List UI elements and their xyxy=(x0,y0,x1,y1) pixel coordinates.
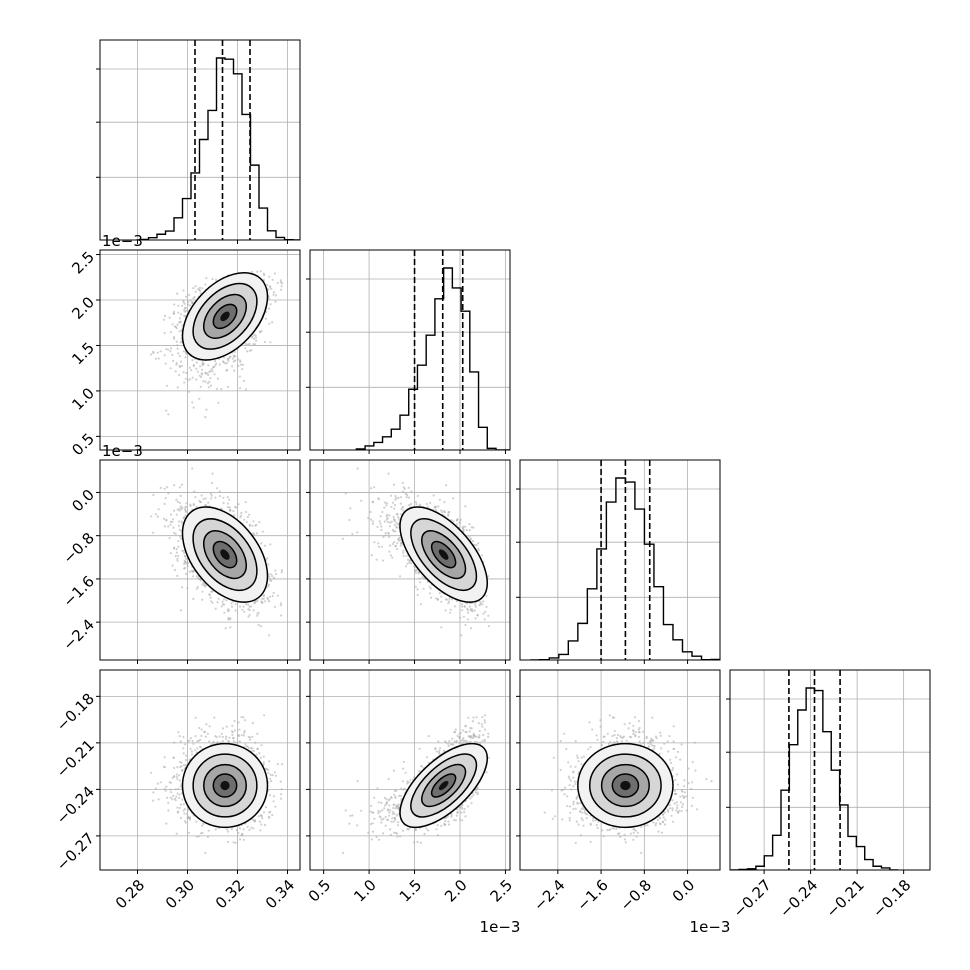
x-tick-label: −0.18 xyxy=(869,876,914,921)
x-tick-label: 1.0 xyxy=(350,876,380,906)
axes-frame xyxy=(99,39,301,241)
x-tick-label: −0.21 xyxy=(823,876,868,921)
panel-1-1 xyxy=(306,249,511,454)
axes-frame xyxy=(99,669,301,871)
density-2-1 xyxy=(399,506,489,603)
contour-4 xyxy=(438,780,449,791)
contour-4 xyxy=(220,311,230,322)
histogram-0 xyxy=(139,57,300,240)
grid xyxy=(310,250,510,450)
x-tick-label: 0.32 xyxy=(212,876,248,912)
density-1-0 xyxy=(181,271,269,361)
x-tick-label: −0.27 xyxy=(730,876,775,921)
x-tick-label: 2.5 xyxy=(487,876,517,906)
x-tick-label: −1.6 xyxy=(573,876,611,914)
x-tick-label: 0.0 xyxy=(669,876,699,906)
density-3-0 xyxy=(181,742,269,829)
density-2-0 xyxy=(181,506,269,603)
axes-frame xyxy=(519,459,721,661)
y-tick-label: −0.24 xyxy=(53,783,98,828)
y-tick-label: 1.0 xyxy=(68,384,98,414)
x-tick-label: 0.30 xyxy=(162,876,198,912)
panel-3-3: −0.27 −0.24 −0.21 −0.18 xyxy=(726,669,931,921)
y-tick-label: −1.6 xyxy=(60,572,98,610)
grid xyxy=(100,250,300,450)
panel-3-1: 0.5 1.0 1.5 2.0 2.5 1e−3 xyxy=(305,669,521,936)
x-offset-label: 1e−3 xyxy=(480,918,521,936)
axes-frame xyxy=(99,249,301,451)
axes-frame xyxy=(309,249,511,451)
y-tick-label: 0.5 xyxy=(68,430,98,460)
x-tick-label: 0.5 xyxy=(305,876,335,906)
panel-2-1 xyxy=(306,459,511,664)
y-tick-label: −0.18 xyxy=(53,690,98,735)
contour-4 xyxy=(220,780,230,791)
contour-4 xyxy=(220,549,230,560)
panel-3-2: −2.4 −1.6 −0.8 0.0 1e−3 xyxy=(516,669,731,936)
y-tick-label: −0.21 xyxy=(53,736,98,781)
y-tick-label: −0.8 xyxy=(60,529,98,567)
y-tick-label: 0.0 xyxy=(68,486,98,516)
panel-0-0 xyxy=(96,39,301,244)
panel-2-2 xyxy=(516,459,721,664)
density-3-2 xyxy=(577,742,674,829)
axes-frame xyxy=(729,669,931,871)
grid xyxy=(730,670,930,870)
x-tick-label: 2.0 xyxy=(441,876,471,906)
axes-frame xyxy=(309,459,511,661)
panel-2-0: −2.4 −1.6 −0.8 0.0 1e−3 xyxy=(60,442,301,664)
panel-3-0: 0.28 0.30 0.32 0.34 −0.27−0.24−0.21−0.18 xyxy=(53,669,301,912)
density-3-1 xyxy=(399,742,489,829)
x-offset-label: 1e−3 xyxy=(690,918,731,936)
x-tick-label: −2.4 xyxy=(530,876,568,914)
x-tick-label: 0.28 xyxy=(112,876,148,912)
y-tick-label: 1.5 xyxy=(68,339,98,369)
histogram-1 xyxy=(355,267,510,450)
y-tick-label: 2.0 xyxy=(68,293,98,323)
x-tick-label: 1.5 xyxy=(396,876,426,906)
x-tick-label: 0.34 xyxy=(262,876,298,912)
y-offset-label: 1e−3 xyxy=(102,442,143,460)
contour-4 xyxy=(620,780,631,791)
y-tick-label: 2.5 xyxy=(68,248,98,278)
contour-4 xyxy=(438,549,449,560)
grid xyxy=(520,460,720,660)
x-tick-label: −0.24 xyxy=(776,876,821,921)
panel-1-0: 0.51.01.52.02.51e−3 xyxy=(68,232,301,460)
panels: 0.51.01.52.02.51e−3−2.4−1.6−0.80.01e−30.… xyxy=(53,39,931,936)
axes-frame xyxy=(519,669,721,871)
y-tick-label: −0.27 xyxy=(53,829,98,874)
y-tick-label: −2.4 xyxy=(60,615,98,653)
axes-frame xyxy=(99,459,301,661)
axes-frame xyxy=(309,669,511,871)
x-tick-label: −0.8 xyxy=(617,876,655,914)
y-offset-label: 1e−3 xyxy=(102,232,143,250)
